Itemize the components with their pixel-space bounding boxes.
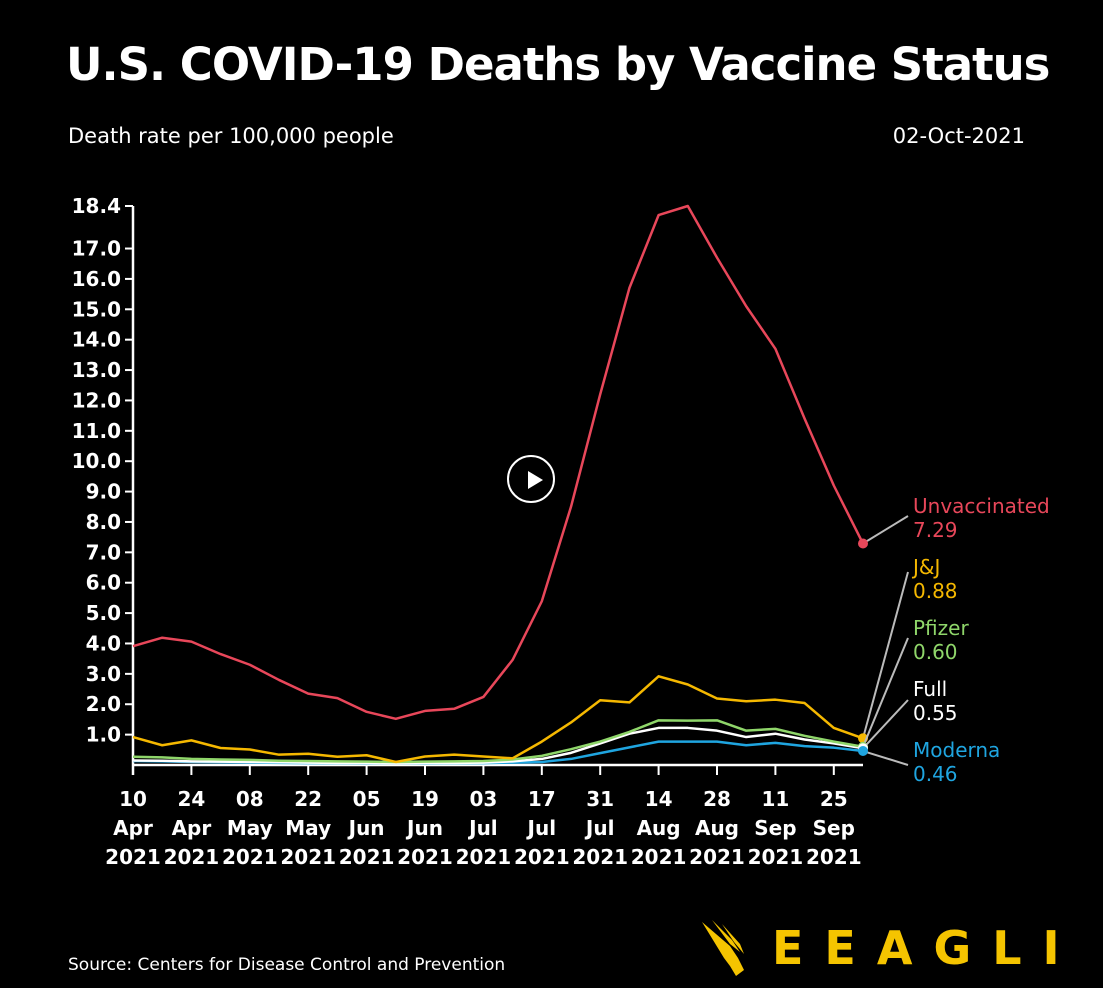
- x-tick-label: May: [285, 816, 331, 840]
- x-tick-label: 2021: [456, 845, 512, 869]
- x-tick-label: 2021: [748, 845, 804, 869]
- x-tick-label: 17: [528, 787, 556, 811]
- x-tick-label: 22: [294, 787, 322, 811]
- y-tick-label: 11.0: [72, 419, 121, 443]
- y-tick-label: 14.0: [72, 328, 121, 352]
- x-tick-label: Aug: [695, 816, 739, 840]
- y-tick-label: 3.0: [86, 662, 121, 686]
- x-tick-label: Apr: [172, 816, 212, 840]
- x-tick-label: 2021: [514, 845, 570, 869]
- series-line-full: [132, 726, 864, 765]
- source-note: Source: Centers for Disease Control and …: [68, 955, 506, 975]
- x-tick-label: 25: [820, 787, 848, 811]
- x-tick-label: Sep: [754, 816, 796, 840]
- x-tick-label: 14: [645, 787, 673, 811]
- x-tick-label: 2021: [689, 845, 745, 869]
- y-tick-label: 13.0: [72, 358, 121, 382]
- y-tick-label: 6.0: [86, 571, 121, 595]
- series-label-full: Full: [913, 677, 947, 701]
- end-point-moderna: [858, 746, 868, 757]
- series-value-unvaccinated: 7.29: [913, 518, 958, 542]
- series-value-pfizer: 0.60: [913, 640, 958, 664]
- x-tick-label: May: [227, 816, 273, 840]
- y-tick-label: 12.0: [72, 388, 121, 412]
- series-label-jj: J&J: [911, 555, 940, 579]
- logo-text: EEAGLI: [772, 921, 1081, 975]
- x-tick-label: Jun: [405, 816, 443, 840]
- y-tick-label: 4.0: [86, 631, 121, 655]
- series-line-unvaccinated: [132, 204, 865, 721]
- y-tick-label: 2.0: [86, 692, 121, 716]
- x-tick-label: 2021: [631, 845, 687, 869]
- y-tick-label: 7.0: [86, 540, 121, 564]
- x-tick-label: 19: [411, 787, 439, 811]
- chart-title: U.S. COVID-19 Deaths by Vaccine Status: [66, 38, 1050, 91]
- y-tick-label: 15.0: [72, 297, 121, 321]
- leader-line-full: [862, 699, 909, 749]
- x-tick-label: 05: [353, 787, 381, 811]
- logo: EEAGLI: [700, 918, 1081, 978]
- x-tick-label: 10: [119, 787, 147, 811]
- y-tick-label: 17.0: [72, 237, 121, 261]
- y-tick-label: 5.0: [86, 601, 121, 625]
- eagle-icon: [702, 920, 744, 976]
- end-point-unvaccinated: [858, 538, 868, 549]
- series-label-moderna: Moderna: [913, 738, 1000, 762]
- x-tick-label: 28: [703, 787, 731, 811]
- series-line-pfizer: [132, 719, 864, 764]
- x-tick-label: 11: [761, 787, 789, 811]
- x-tick-label: 2021: [806, 845, 862, 869]
- series-label-unvaccinated: Unvaccinated: [913, 494, 1050, 518]
- series-value-moderna: 0.46: [913, 762, 958, 786]
- leader-line-moderna: [862, 750, 909, 766]
- x-tick-label: Aug: [637, 816, 681, 840]
- x-tick-label: Jul: [467, 816, 498, 840]
- series-value-full: 0.55: [913, 701, 958, 725]
- x-tick-label: 2021: [164, 845, 220, 869]
- x-tick-label: 2021: [397, 845, 453, 869]
- x-tick-label: 2021: [105, 845, 161, 869]
- x-tick-label: Jul: [526, 816, 557, 840]
- leader-line-jj: [862, 571, 909, 739]
- y-tick-label: 16.0: [72, 267, 121, 291]
- y-tick-label: 1.0: [86, 723, 121, 747]
- chart-date: 02-Oct-2021: [892, 124, 1025, 148]
- x-tick-label: 08: [236, 787, 264, 811]
- y-tick-label: 10.0: [72, 449, 121, 473]
- x-tick-label: Jul: [584, 816, 615, 840]
- x-tick-label: 2021: [280, 845, 336, 869]
- x-tick-label: Apr: [113, 816, 153, 840]
- series-value-jj: 0.88: [913, 579, 958, 603]
- play-button-icon[interactable]: [507, 455, 555, 503]
- leader-line-unvaccinated: [862, 515, 909, 545]
- x-tick-label: 2021: [572, 845, 628, 869]
- x-tick-label: Jun: [347, 816, 385, 840]
- y-tick-label: 18.4: [72, 194, 121, 218]
- series-label-pfizer: Pfizer: [913, 616, 969, 640]
- leader-line-pfizer: [862, 637, 909, 748]
- series-line-jj: [132, 675, 864, 764]
- y-tick-label: 8.0: [86, 510, 121, 534]
- x-tick-label: 31: [586, 787, 614, 811]
- x-tick-label: 24: [177, 787, 205, 811]
- y-tick-label: 9.0: [86, 480, 121, 504]
- x-tick-label: Sep: [813, 816, 855, 840]
- x-tick-label: 2021: [339, 845, 395, 869]
- chart-subtitle: Death rate per 100,000 people: [68, 124, 394, 148]
- x-tick-label: 03: [469, 787, 497, 811]
- x-tick-label: 2021: [222, 845, 278, 869]
